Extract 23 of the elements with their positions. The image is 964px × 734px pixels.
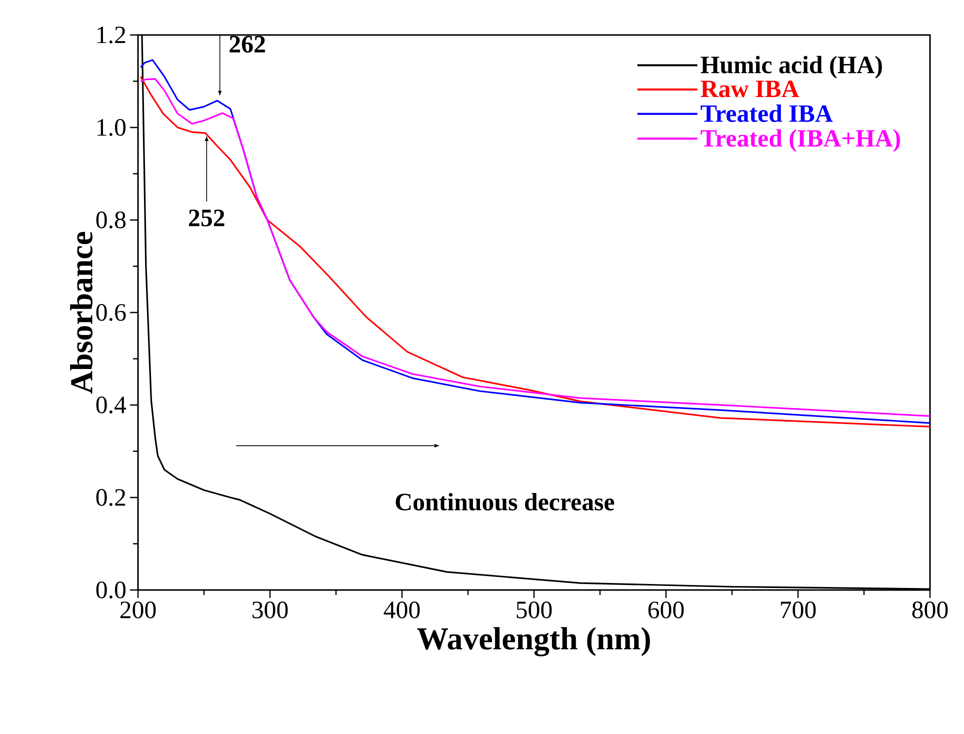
x-tick-label: 300 xyxy=(252,602,288,618)
y-axis-title: Absorbance xyxy=(70,232,93,394)
legend-label: Treated IBA xyxy=(700,104,833,122)
legend-label: Humic acid (HA) xyxy=(700,56,882,78)
y-tick-label: 0.8 xyxy=(96,212,126,228)
legend-label: Raw IBA xyxy=(700,80,800,98)
y-tick-label: 0.0 xyxy=(96,582,126,598)
y-tick-label: 0.4 xyxy=(96,396,126,414)
x-axis-title: Wavelength (nm) xyxy=(417,627,650,656)
annotation: 252 xyxy=(189,210,224,226)
y-tick-label: 0.6 xyxy=(96,304,126,321)
x-tick-label: 600 xyxy=(648,602,684,618)
x-tick-label: 500 xyxy=(516,602,552,618)
x-tick-label: 700 xyxy=(780,602,816,618)
x-tick-label: 400 xyxy=(384,602,420,618)
annotation: Continuous decrease xyxy=(396,492,614,511)
annotation: 262 xyxy=(230,36,265,53)
legend-label: Treated (IBA+HA) xyxy=(700,129,900,152)
x-tick-label: 200 xyxy=(120,602,156,618)
y-tick-label: 0.2 xyxy=(96,489,126,506)
y-tick-label: 1.2 xyxy=(98,26,126,44)
y-tick-label: 1.0 xyxy=(98,119,126,136)
x-tick-label: 800 xyxy=(912,602,948,618)
